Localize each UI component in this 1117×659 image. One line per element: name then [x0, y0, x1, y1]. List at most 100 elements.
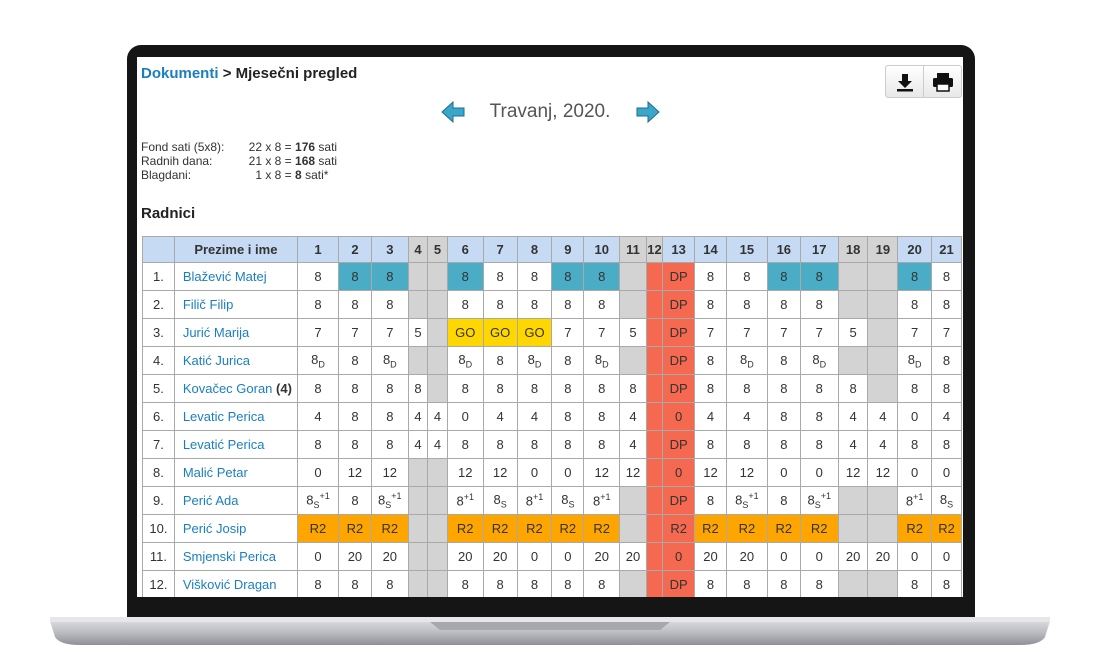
- empty-cell: [867, 290, 899, 319]
- cell-value: 8: [812, 351, 820, 367]
- name-text[interactable]: Smjenski Perica: [182, 549, 277, 564]
- hours-cell: 8: [338, 486, 372, 515]
- cell-value: 8: [780, 269, 788, 284]
- breadcrumb-current: Mjesečni pregled: [235, 65, 358, 82]
- employee-name[interactable]: Višković Dragan: [173, 570, 298, 597]
- empty-cell: [407, 290, 429, 319]
- day-header: 18: [837, 236, 869, 263]
- employee-name[interactable]: Levatić Perica: [173, 430, 298, 459]
- employee-name[interactable]: Kovačec Goran (4): [173, 374, 298, 403]
- empty-cell: [837, 262, 869, 291]
- empty-cell: [645, 430, 664, 459]
- hours-cell: 7: [583, 318, 621, 347]
- empty-cell: [407, 458, 429, 487]
- hours-cell: 8: [516, 290, 553, 319]
- hours-cell: 4: [407, 402, 429, 431]
- name-text[interactable]: Levatic Perica: [182, 409, 265, 424]
- hours-cell: 8: [897, 290, 933, 319]
- hours-cell: 8: [619, 374, 647, 403]
- hours-cell: 4: [482, 402, 518, 431]
- name-text[interactable]: Višković Dragan: [182, 577, 277, 592]
- name-text[interactable]: Perić Josip: [182, 521, 247, 536]
- hours-cell: 8S: [551, 486, 585, 515]
- summary-row: Blagdani: 1 x 8 = 8 sati*: [141, 168, 337, 182]
- hours-cell: 8S+1: [799, 486, 839, 515]
- prev-month-arrow[interactable]: [441, 101, 465, 123]
- summary-label: Fond sati (5x8):: [141, 140, 225, 154]
- employee-name[interactable]: Blažević Matej: [173, 262, 298, 291]
- empty-cell: [645, 570, 664, 597]
- name-text[interactable]: Levatić Perica: [182, 437, 265, 452]
- employee-name[interactable]: Jurić Marija: [173, 318, 298, 347]
- employee-name[interactable]: Levatic Perica: [173, 402, 298, 431]
- name-text[interactable]: Kovačec Goran: [182, 381, 273, 396]
- print-button[interactable]: [923, 66, 961, 97]
- employee-name[interactable]: Katić Jurica: [173, 346, 298, 375]
- hours-cell: 4: [725, 402, 768, 431]
- employee-name[interactable]: Perić Josip: [173, 514, 298, 543]
- row-number: 9.: [142, 486, 175, 515]
- hours-cell: 8D: [370, 346, 409, 375]
- hours-cell: 8: [897, 262, 933, 291]
- empty-cell: [619, 514, 647, 543]
- cell-value: 8: [458, 351, 466, 367]
- next-month-arrow[interactable]: [636, 101, 660, 123]
- name-text[interactable]: Filič Filip: [182, 297, 234, 312]
- summary-value: 22 x 8 = 176 sati: [247, 140, 337, 154]
- hours-cell: 8: [551, 290, 585, 319]
- summary-label: Blagdani:: [141, 168, 192, 182]
- cell-value: R2: [381, 521, 399, 536]
- name-text[interactable]: Katić Jurica: [182, 353, 251, 368]
- hours-cell: 8: [446, 374, 484, 403]
- hours-cell: 5: [619, 318, 647, 347]
- name-text[interactable]: Jurić Marija: [182, 325, 250, 340]
- summary-multiplier: x 8 =: [265, 168, 292, 182]
- toolbar: [885, 65, 962, 98]
- summary-label: Radnih dana:: [141, 154, 213, 168]
- hours-cell: 8: [766, 262, 801, 291]
- hours-cell: 8: [338, 430, 372, 459]
- empty-cell: [837, 346, 869, 375]
- cell-value: R2: [346, 521, 364, 536]
- cell-value: R2: [702, 521, 719, 536]
- hours-cell: 8: [338, 290, 372, 319]
- summary-unit: sati: [318, 154, 338, 168]
- employee-name[interactable]: Perić Ada: [173, 486, 298, 515]
- name-text[interactable]: Perić Ada: [182, 493, 239, 508]
- employee-name[interactable]: Filič Filip: [173, 290, 298, 319]
- hours-cell: 8: [766, 346, 801, 375]
- hours-cell: 8S+1: [370, 486, 409, 515]
- name-text[interactable]: Malić Petar: [182, 465, 248, 480]
- hours-cell: 8: [931, 290, 962, 319]
- cell-value: 8: [735, 492, 743, 508]
- day-header: 2: [338, 236, 372, 263]
- hours-cell: 7: [799, 318, 839, 347]
- employee-name[interactable]: Malić Petar: [173, 458, 298, 487]
- cell-subscript: D: [465, 359, 473, 370]
- hours-cell: 8: [482, 346, 518, 375]
- empty-cell: [645, 262, 664, 291]
- hours-cell: 8: [694, 374, 727, 403]
- cell-value: R2: [559, 521, 577, 536]
- hours-cell: 0: [516, 542, 553, 571]
- cell-subscript: S: [385, 499, 392, 510]
- day-header: 1: [296, 236, 340, 263]
- hours-cell: 0: [662, 542, 696, 571]
- hours-cell: 8D: [296, 346, 340, 375]
- breadcrumb-link[interactable]: Dokumenti: [141, 65, 219, 82]
- name-text[interactable]: Blažević Matej: [182, 269, 267, 284]
- row-number: 6.: [142, 402, 175, 431]
- cell-value: R2: [526, 521, 543, 536]
- cell-value: 8: [382, 351, 391, 367]
- download-button[interactable]: [886, 66, 923, 97]
- employee-name[interactable]: Smjenski Perica: [173, 542, 298, 571]
- hours-cell: 8: [551, 262, 585, 291]
- cell-value: 8: [907, 351, 915, 367]
- hours-cell: 7: [694, 318, 727, 347]
- empty-cell: [427, 374, 448, 403]
- hours-cell: 4: [619, 430, 647, 459]
- hours-cell: R2: [516, 514, 553, 543]
- cell-subscript: S: [947, 499, 954, 510]
- hours-cell: 8: [583, 290, 621, 319]
